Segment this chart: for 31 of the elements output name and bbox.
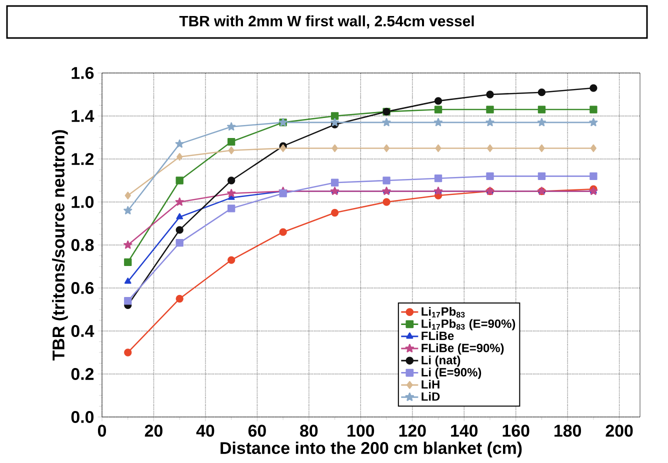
x-tick-label: 80 — [300, 424, 318, 437]
x-tick-label: 40 — [196, 424, 214, 437]
y-tick-label: 0.2 — [71, 368, 94, 380]
chart-title: TBR with 2mm W first wall, 2.54cm vessel — [179, 15, 474, 29]
x-axis-title: Distance into the 200 cm blanket (cm) — [220, 442, 522, 458]
x-tick-label: 160 — [502, 424, 530, 437]
y-tick-label: 1.6 — [72, 66, 94, 79]
legend-label: Li (E=90%) — [422, 368, 482, 379]
legend-label: LiH — [422, 380, 440, 389]
legend-label: FLiBe (E=90%) — [422, 343, 504, 355]
y-tick-label: 1.2 — [72, 153, 94, 165]
legend-label: LiD — [422, 392, 440, 401]
y-tick-label: 0.0 — [71, 410, 94, 423]
x-tick-label: 180 — [554, 424, 582, 437]
legend-label: FLiBe — [422, 331, 454, 340]
legend-label: Li (nat) — [422, 356, 460, 367]
y-tick-label: 1.4 — [72, 110, 94, 122]
y-tick-label: 0.4 — [71, 324, 94, 337]
y-tick-label: 0.6 — [71, 282, 94, 294]
y-tick-label: 1.0 — [72, 196, 94, 208]
x-tick-label: 100 — [348, 424, 374, 437]
x-tick-label: 120 — [399, 424, 426, 437]
legend-label: Li$_{17}$Pb$_{83}$ — [422, 306, 465, 318]
y-axis-title: TBR (tritons/source neutron) — [52, 130, 68, 361]
x-tick-label: 140 — [451, 424, 478, 437]
x-tick-label: 200 — [606, 424, 633, 437]
x-tick-label: 20 — [144, 424, 162, 437]
x-tick-label: 60 — [248, 424, 266, 437]
x-tick-label: 0 — [98, 424, 106, 437]
y-tick-label: 0.8 — [71, 238, 94, 251]
legend-label: Li$_{17}$Pb$_{83}$ (E=90%) — [422, 319, 516, 330]
